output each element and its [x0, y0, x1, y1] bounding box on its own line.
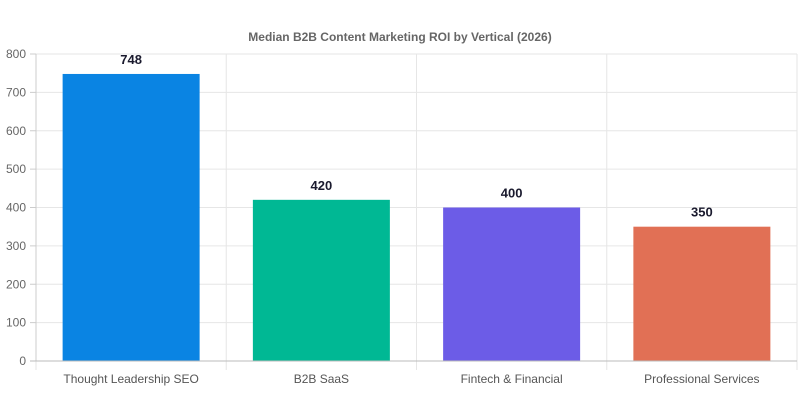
bar[interactable] — [252, 199, 390, 361]
axis-layer: 0 100 200 300 400 500 600 700 800 Thought Leaders… — [6, 47, 797, 386]
y-tick-label: 700 — [6, 85, 26, 99]
data-label-layer: 748 420 400 350 — [120, 52, 712, 220]
bar[interactable] — [633, 226, 771, 361]
bar-layer — [62, 73, 771, 362]
y-tick-label: 0 — [19, 354, 26, 368]
data-label: 420 — [311, 178, 333, 193]
chart-title: Median B2B Content Marketing ROI by Vert… — [248, 30, 551, 44]
y-tick-label: 500 — [6, 162, 26, 176]
data-label: 748 — [120, 52, 142, 67]
x-tick-label: Fintech & Financial — [461, 372, 563, 386]
y-tick-label: 800 — [6, 47, 26, 61]
x-tick-label: Professional Services — [644, 372, 759, 386]
bar[interactable] — [443, 207, 581, 362]
data-label: 350 — [691, 205, 713, 220]
y-tick-label: 600 — [6, 124, 26, 138]
data-label: 400 — [501, 186, 523, 201]
x-tick-label: B2B SaaS — [294, 372, 349, 386]
y-tick-label: 400 — [6, 201, 26, 215]
y-tick-label: 100 — [6, 316, 26, 330]
y-tick-label: 200 — [6, 277, 26, 291]
x-tick-label: Thought Leadership SEO — [63, 372, 198, 386]
y-tick-label: 300 — [6, 239, 26, 253]
bar[interactable] — [62, 73, 200, 361]
